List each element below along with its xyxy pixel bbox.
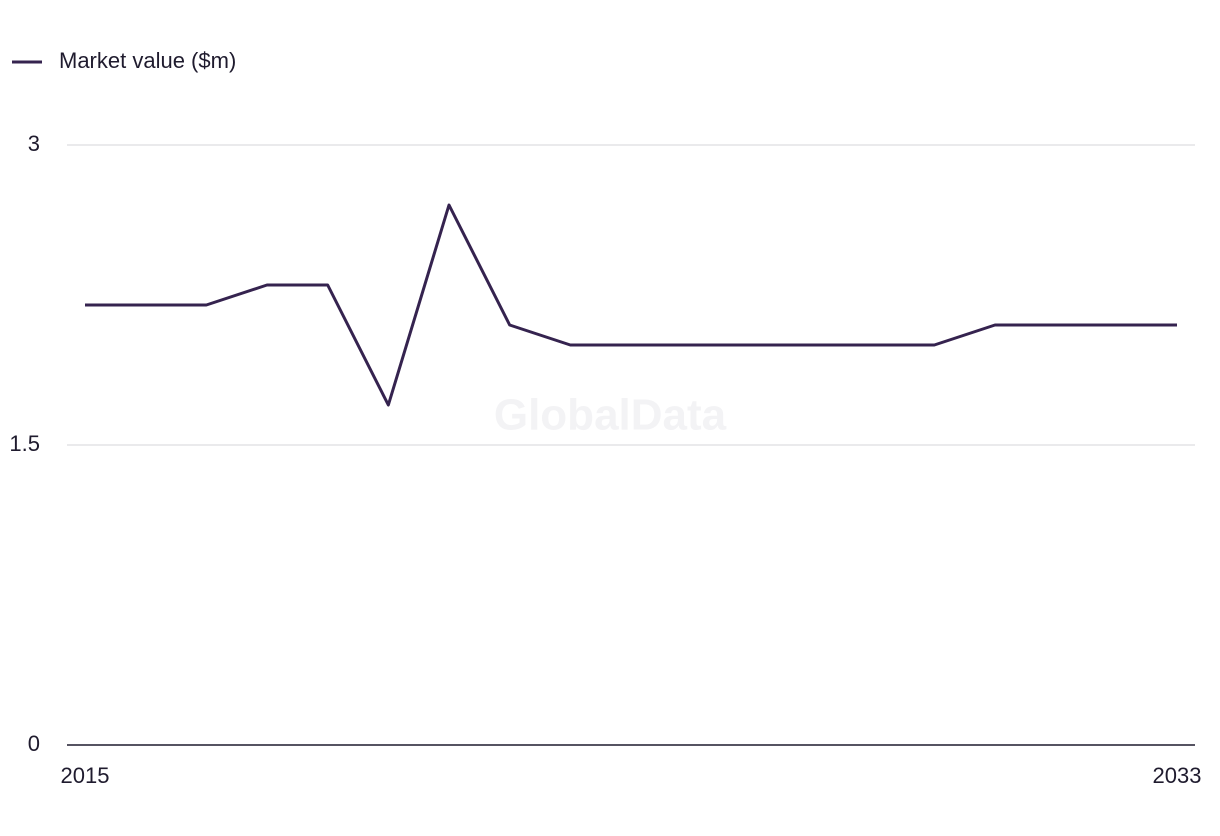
x-tick-label: 2033 bbox=[1153, 763, 1202, 788]
y-tick-label: 1.5 bbox=[9, 431, 40, 456]
legend-label: Market value ($m) bbox=[59, 48, 236, 73]
y-tick-label: 0 bbox=[28, 731, 40, 756]
y-tick-label: 3 bbox=[28, 131, 40, 156]
watermark: GlobalData bbox=[494, 391, 727, 440]
line-series bbox=[85, 203, 1177, 407]
x-tick-label: 2015 bbox=[61, 763, 110, 788]
